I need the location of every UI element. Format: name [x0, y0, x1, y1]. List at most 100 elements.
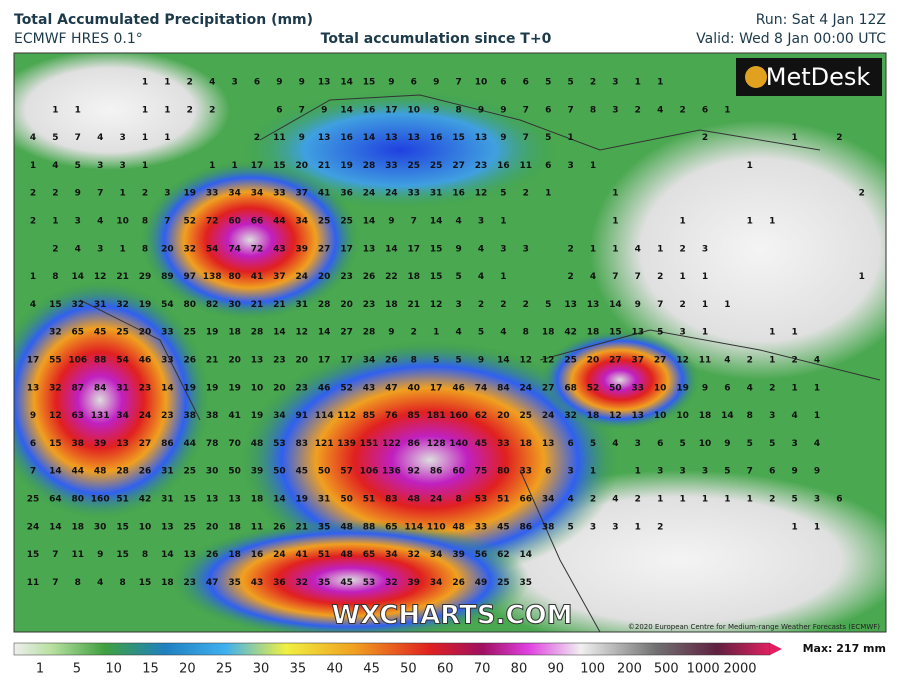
grid-value: 2 — [52, 244, 58, 254]
grid-value: 9 — [388, 78, 394, 88]
grid-value: 24 — [430, 495, 443, 505]
grid-value: 25 — [116, 328, 129, 338]
grid-value: 28 — [251, 328, 264, 338]
grid-value: 52 — [184, 217, 197, 227]
grid-value: 18 — [520, 439, 533, 449]
grid-value: 5 — [478, 328, 484, 338]
grid-value: 1 — [724, 495, 730, 505]
grid-value: 30 — [206, 467, 219, 477]
grid-value: 32 — [49, 383, 62, 393]
grid-value: 23 — [273, 356, 286, 366]
grid-value: 1 — [747, 161, 753, 171]
grid-value: 128 — [427, 439, 446, 449]
colorbar-label: 60 — [437, 662, 454, 677]
grid-value: 9 — [478, 105, 484, 115]
grid-value: 51 — [116, 495, 129, 505]
grid-value: 1 — [791, 328, 797, 338]
grid-value: 20 — [273, 383, 286, 393]
grid-value: 15 — [363, 78, 376, 88]
grid-value: 23 — [340, 272, 353, 282]
grid-value: 13 — [475, 133, 488, 143]
grid-value: 28 — [318, 300, 331, 310]
grid-value: 5 — [545, 78, 551, 88]
grid-value: 1 — [635, 78, 641, 88]
colorbar-label: 15 — [142, 662, 159, 677]
grid-value: 1 — [142, 161, 148, 171]
grid-value: 2 — [52, 189, 58, 199]
grid-value: 131 — [91, 411, 110, 421]
grid-value: 33 — [385, 161, 398, 171]
grid-value: 14 — [72, 272, 85, 282]
grid-value: 5 — [657, 328, 663, 338]
grid-value: 40 — [408, 383, 421, 393]
grid-value: 26 — [452, 578, 465, 588]
grid-value: 50 — [318, 467, 331, 477]
grid-value: 13 — [564, 300, 577, 310]
grid-value: 181 — [427, 411, 446, 421]
grid-value: 86 — [520, 522, 533, 532]
grid-value: 1 — [724, 105, 730, 115]
grid-value: 27 — [542, 383, 555, 393]
grid-value: 21 — [273, 300, 286, 310]
grid-value: 51 — [497, 495, 510, 505]
grid-value: 16 — [430, 133, 443, 143]
grid-value: 1 — [612, 217, 618, 227]
grid-value: 16 — [497, 161, 510, 171]
grid-value: 1 — [724, 300, 730, 310]
colorbar-label: 1000 — [687, 662, 720, 677]
grid-value: 4 — [478, 244, 484, 254]
grid-value: 18 — [542, 328, 555, 338]
grid-value: 24 — [273, 550, 286, 560]
grid-value: 10 — [676, 411, 689, 421]
grid-value: 6 — [702, 105, 708, 115]
grid-value: 25 — [27, 495, 40, 505]
colorbar-label: 5 — [73, 662, 81, 677]
grid-value: 3 — [500, 244, 506, 254]
grid-value: 3 — [590, 522, 596, 532]
grid-value: 13 — [318, 78, 331, 88]
grid-value: 1 — [52, 105, 58, 115]
grid-value: 4 — [478, 272, 484, 282]
grid-value: 4 — [747, 383, 753, 393]
grid-value: 2 — [523, 189, 529, 199]
grid-value: 6 — [30, 439, 36, 449]
grid-value: 1 — [747, 217, 753, 227]
grid-value: 26 — [184, 356, 197, 366]
grid-value: 20 — [206, 522, 219, 532]
grid-value: 38 — [72, 439, 85, 449]
grid-value: 139 — [337, 439, 356, 449]
grid-value: 48 — [340, 522, 353, 532]
grid-value: 52 — [587, 383, 600, 393]
grid-value: 160 — [91, 495, 110, 505]
grid-value: 5 — [567, 78, 573, 88]
grid-value: 54 — [161, 300, 174, 310]
grid-value: 53 — [273, 439, 286, 449]
grid-value: 3 — [612, 78, 618, 88]
grid-value: 39 — [452, 550, 465, 560]
grid-value: 21 — [251, 300, 264, 310]
grid-value: 88 — [363, 522, 376, 532]
colorbar-label: 70 — [474, 662, 491, 677]
grid-value: 26 — [385, 356, 398, 366]
grid-value: 1 — [791, 383, 797, 393]
grid-value: 6 — [254, 78, 260, 88]
grid-value: 13 — [184, 550, 197, 560]
grid-value: 89 — [161, 272, 174, 282]
grid-value: 1 — [142, 133, 148, 143]
grid-value: 17 — [430, 383, 443, 393]
grid-value: 7 — [411, 217, 417, 227]
grid-value: 83 — [385, 495, 398, 505]
grid-value: 3 — [523, 244, 529, 254]
grid-value: 1 — [769, 217, 775, 227]
grid-value: 1 — [164, 78, 170, 88]
grid-value: 42 — [564, 328, 577, 338]
grid-value: 66 — [520, 495, 533, 505]
grid-value: 23 — [161, 411, 174, 421]
grid-value: 5 — [747, 439, 753, 449]
map-background — [14, 53, 886, 632]
grid-value: 6 — [836, 495, 842, 505]
grid-value: 27 — [139, 439, 152, 449]
grid-value: 12 — [94, 272, 107, 282]
grid-value: 6 — [545, 105, 551, 115]
grid-value: 9 — [433, 105, 439, 115]
